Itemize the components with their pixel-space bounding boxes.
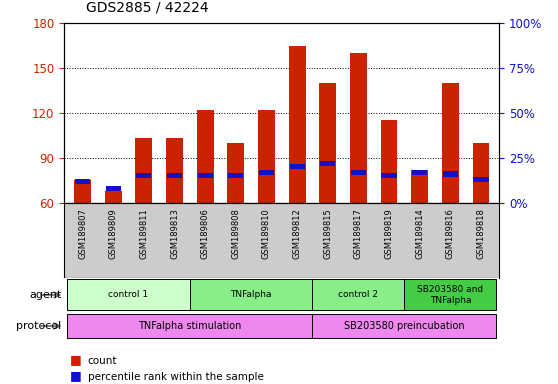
Bar: [105, 191, 122, 203]
Text: GSM189809: GSM189809: [109, 208, 118, 259]
Bar: [75, 179, 90, 184]
Text: GSM189807: GSM189807: [78, 208, 87, 259]
Bar: [67, 280, 190, 310]
Bar: [136, 173, 151, 179]
Text: control 2: control 2: [338, 290, 378, 300]
Text: GSM189811: GSM189811: [140, 208, 148, 259]
Text: control 1: control 1: [108, 290, 148, 300]
Bar: [312, 280, 405, 310]
Bar: [167, 173, 182, 179]
Text: GSM189818: GSM189818: [477, 208, 485, 259]
Text: percentile rank within the sample: percentile rank within the sample: [88, 372, 263, 382]
Bar: [443, 171, 458, 177]
Bar: [288, 46, 306, 203]
Bar: [319, 83, 336, 203]
Text: GSM189812: GSM189812: [292, 208, 302, 259]
Bar: [197, 110, 214, 203]
Bar: [190, 280, 312, 310]
Bar: [259, 170, 274, 175]
Bar: [228, 173, 243, 179]
Bar: [74, 180, 91, 203]
Bar: [290, 164, 305, 169]
Bar: [382, 173, 397, 179]
Bar: [473, 177, 489, 182]
Text: GSM189815: GSM189815: [323, 208, 332, 259]
Bar: [442, 83, 459, 203]
Text: GSM189814: GSM189814: [415, 208, 424, 259]
Bar: [381, 120, 397, 203]
Bar: [228, 143, 244, 203]
Bar: [312, 314, 497, 338]
Bar: [166, 138, 183, 203]
Bar: [136, 138, 152, 203]
Text: agent: agent: [29, 290, 61, 300]
Bar: [105, 186, 121, 191]
Bar: [198, 173, 213, 179]
Text: GSM189810: GSM189810: [262, 208, 271, 259]
Text: ■: ■: [70, 369, 81, 382]
Text: GDS2885 / 42224: GDS2885 / 42224: [86, 1, 209, 15]
Text: GSM189819: GSM189819: [384, 208, 393, 259]
Bar: [67, 314, 312, 338]
Bar: [405, 280, 497, 310]
Text: count: count: [88, 356, 117, 366]
Bar: [412, 170, 427, 175]
Text: GSM189817: GSM189817: [354, 208, 363, 259]
Text: protocol: protocol: [16, 321, 61, 331]
Text: GSM189808: GSM189808: [232, 208, 240, 259]
Bar: [258, 110, 275, 203]
Bar: [473, 143, 489, 203]
Text: GSM189816: GSM189816: [446, 208, 455, 259]
Text: SB203580 preincubation: SB203580 preincubation: [344, 321, 465, 331]
Bar: [411, 170, 428, 203]
Text: TNFalpha stimulation: TNFalpha stimulation: [138, 321, 242, 331]
Text: GSM189806: GSM189806: [201, 208, 210, 259]
Bar: [350, 53, 367, 203]
Text: TNFalpha: TNFalpha: [230, 290, 272, 300]
Bar: [351, 170, 366, 175]
Text: SB203580 and
TNFalpha: SB203580 and TNFalpha: [417, 285, 483, 305]
Text: GSM189813: GSM189813: [170, 208, 179, 259]
Text: ■: ■: [70, 353, 81, 366]
Bar: [320, 161, 335, 166]
